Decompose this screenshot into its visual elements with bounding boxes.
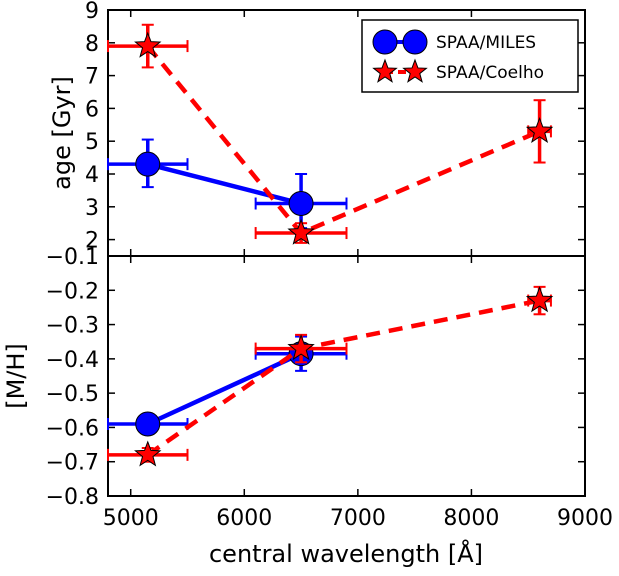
legend-entry-miles: SPAA/MILES — [372, 29, 536, 55]
age-coelho-point-1 — [107, 23, 189, 69]
legend-frame — [361, 19, 579, 93]
legend-circle-marker — [402, 29, 428, 55]
metallicity-axis-ticks: −0.8 −0.7 −0.6 −0.5 −0.4 −0.3 −0.2 −0.1 5000 6000… — [46, 245, 613, 531]
metallicity-miles-line — [146, 351, 303, 427]
star-marker — [287, 218, 315, 245]
metallicity-coelho-point-3 — [525, 285, 554, 316]
metallicity-ytick-label: −0.2 — [46, 279, 99, 304]
legend-entry-coelho: SPAA/Coelho — [372, 58, 544, 83]
metallicity-coelho-point-2 — [254, 333, 348, 364]
wavelength-xtick-label: 5000 — [103, 506, 159, 531]
age-series — [107, 23, 554, 245]
age-ytick-label: 9 — [85, 0, 99, 24]
star-marker — [134, 31, 162, 58]
metallicity-panel-frame — [107, 255, 586, 497]
age-coelho-point-2 — [254, 218, 348, 245]
legend-label: SPAA/MILES — [436, 33, 536, 53]
metallicity-ytick-label: −0.1 — [46, 245, 99, 270]
age-ytick-label: 5 — [85, 130, 99, 155]
age-ytick-label: 7 — [85, 65, 99, 90]
age-axis-ticks: 2 3 4 5 6 7 8 9 — [85, 0, 586, 256]
age-panel: age [Gyr] 2 3 4 5 6 7 8 9 SPAA/MILES SPAA/Coelho — [48, 0, 586, 257]
age-axis-label: age [Gyr] — [48, 76, 76, 190]
metallicity-ytick-label: −0.8 — [46, 485, 99, 510]
metallicity-series — [107, 285, 554, 467]
legend-label: SPAA/Coelho — [436, 63, 544, 83]
wavelength-xtick-label: 6000 — [216, 506, 272, 531]
age-ytick-label: 4 — [85, 163, 99, 188]
metallicity-ytick-label: −0.6 — [46, 416, 99, 441]
circle-marker — [135, 151, 161, 177]
wavelength-axis-label: central wavelength [Å] — [209, 539, 483, 568]
age-ytick-label: 6 — [85, 97, 99, 122]
legend: SPAA/MILES SPAA/Coelho — [361, 19, 579, 93]
age-miles-line — [147, 161, 302, 206]
age-ytick-label: 2 — [85, 229, 99, 254]
wavelength-xtick-label: 7000 — [330, 506, 386, 531]
legend-star-marker — [402, 58, 428, 83]
legend-circle-marker — [372, 29, 398, 55]
metallicity-axis-label: [M/H] — [2, 343, 30, 409]
age-coelho-point-3 — [525, 99, 554, 164]
star-marker — [134, 440, 162, 467]
age-ytick-label: 8 — [85, 32, 99, 57]
age-ytick-label: 3 — [85, 196, 99, 221]
star-marker — [525, 286, 554, 313]
age-miles-point-1 — [107, 138, 189, 189]
star-marker — [287, 334, 315, 361]
legend-star-marker — [372, 58, 398, 83]
metallicity-panel: [M/H] central wavelength [Å] −0.8−0.7−0.… — [2, 245, 613, 568]
legend-entries: SPAA/MILES SPAA/Coelho — [372, 29, 544, 83]
wavelength-xtick-label: 9000 — [557, 506, 613, 531]
wavelength-xtick-label: 8000 — [443, 506, 499, 531]
metallicity-ytick-label: −0.7 — [46, 451, 99, 476]
circle-marker — [288, 191, 314, 217]
metallicity-ytick-label: −0.5 — [46, 382, 99, 407]
star-marker — [525, 116, 554, 144]
metallicity-ytick-label: −0.4 — [46, 348, 99, 373]
circle-marker — [135, 411, 161, 437]
metallicity-ytick-label: −0.3 — [46, 314, 99, 339]
metallicity-coelho-point-1 — [107, 440, 189, 467]
metallicity-miles-point-1 — [107, 411, 189, 437]
